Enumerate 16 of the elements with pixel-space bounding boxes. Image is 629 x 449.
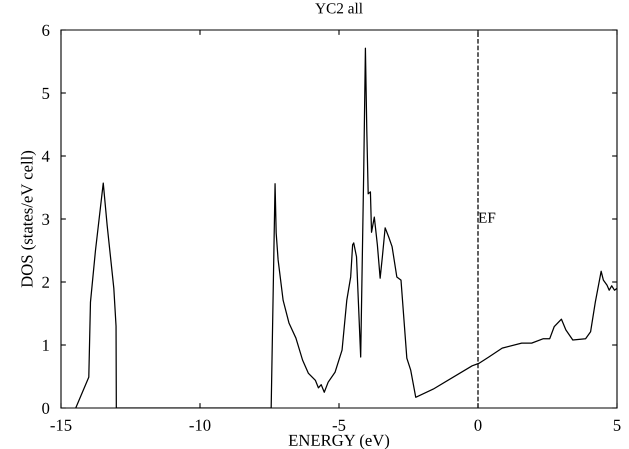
y-tick-label: 4 [42,150,50,162]
x-tick-label: -10 [190,420,210,431]
x-axis-title: ENERGY (eV) [288,434,390,449]
y-axis-title: DOS (states/eV cell) [20,150,36,288]
y-tick-label: 0 [42,402,50,414]
ref-line-label: EF [478,212,496,223]
x-tick-label: 5 [614,420,621,431]
y-tick-label: 3 [42,214,50,225]
x-tick-label: 0 [474,420,482,431]
y-tick-label: 6 [42,24,50,36]
chart-title: YC2 all [315,2,363,14]
x-tick-label: -5 [332,420,346,431]
x-tick-label: -15 [50,420,72,431]
y-tick-label: 1 [43,340,49,351]
y-tick-label: 2 [42,276,49,288]
y-tick-label: 5 [42,88,50,99]
